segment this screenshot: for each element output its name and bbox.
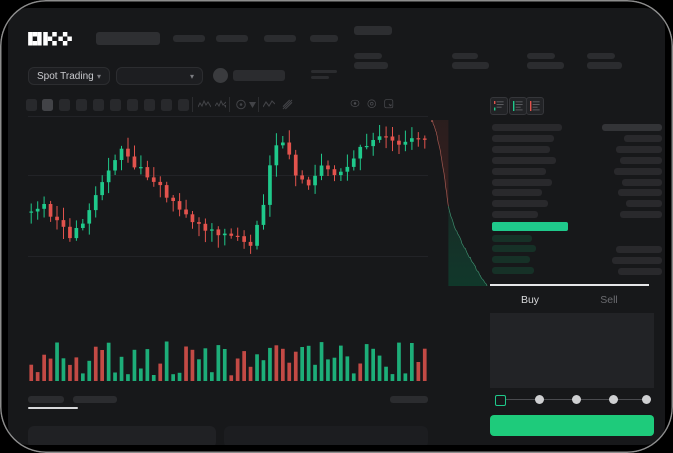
svg-text:▾: ▾ (224, 104, 226, 108)
